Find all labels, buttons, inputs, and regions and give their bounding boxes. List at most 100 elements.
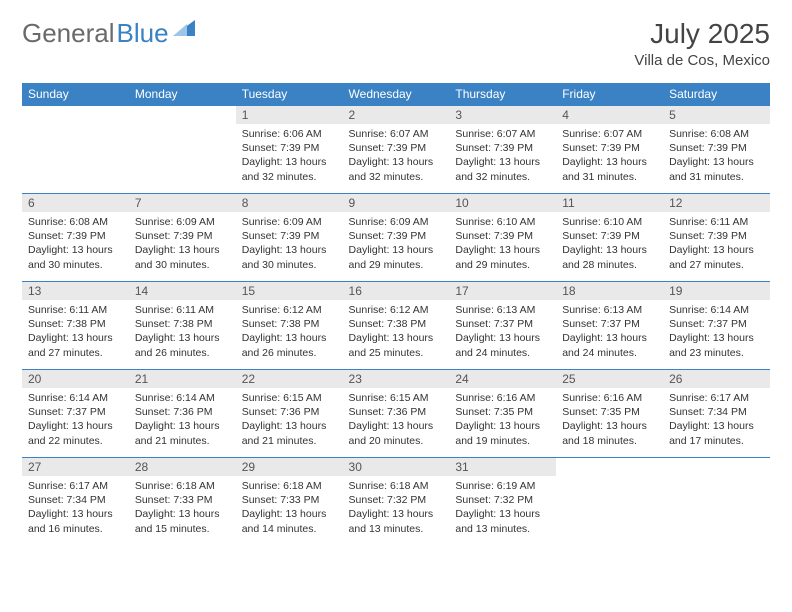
sunrise-line: Sunrise: 6:10 AM — [562, 215, 657, 229]
day-number: 19 — [663, 282, 770, 300]
day-cell: 10Sunrise: 6:10 AMSunset: 7:39 PMDayligh… — [449, 194, 556, 282]
day-cell: 7Sunrise: 6:09 AMSunset: 7:39 PMDaylight… — [129, 194, 236, 282]
day-number: 11 — [556, 194, 663, 212]
sunrise-line: Sunrise: 6:14 AM — [669, 303, 764, 317]
day-cell: 9Sunrise: 6:09 AMSunset: 7:39 PMDaylight… — [343, 194, 450, 282]
sunset-line: Sunset: 7:38 PM — [135, 317, 230, 331]
sunset-line: Sunset: 7:37 PM — [562, 317, 657, 331]
day-cell: 14Sunrise: 6:11 AMSunset: 7:38 PMDayligh… — [129, 282, 236, 370]
day-cell: 27Sunrise: 6:17 AMSunset: 7:34 PMDayligh… — [22, 458, 129, 546]
sunrise-line: Sunrise: 6:13 AM — [455, 303, 550, 317]
day-cell: 20Sunrise: 6:14 AMSunset: 7:37 PMDayligh… — [22, 370, 129, 458]
day-cell: 24Sunrise: 6:16 AMSunset: 7:35 PMDayligh… — [449, 370, 556, 458]
day-cell: 6Sunrise: 6:08 AMSunset: 7:39 PMDaylight… — [22, 194, 129, 282]
weekday-header: Wednesday — [343, 83, 450, 106]
daylight-line: Daylight: 13 hours and 19 minutes. — [455, 419, 550, 447]
day-number: 20 — [22, 370, 129, 388]
day-info: Sunrise: 6:07 AMSunset: 7:39 PMDaylight:… — [449, 124, 556, 188]
day-number: 17 — [449, 282, 556, 300]
day-number: 3 — [449, 106, 556, 124]
daylight-line: Daylight: 13 hours and 18 minutes. — [562, 419, 657, 447]
day-cell: 15Sunrise: 6:12 AMSunset: 7:38 PMDayligh… — [236, 282, 343, 370]
weekday-header: Friday — [556, 83, 663, 106]
sunrise-line: Sunrise: 6:09 AM — [135, 215, 230, 229]
day-info: Sunrise: 6:14 AMSunset: 7:37 PMDaylight:… — [663, 300, 770, 364]
sunset-line: Sunset: 7:39 PM — [562, 141, 657, 155]
day-info: Sunrise: 6:14 AMSunset: 7:36 PMDaylight:… — [129, 388, 236, 452]
day-info: Sunrise: 6:09 AMSunset: 7:39 PMDaylight:… — [343, 212, 450, 276]
sunset-line: Sunset: 7:36 PM — [135, 405, 230, 419]
day-info: Sunrise: 6:15 AMSunset: 7:36 PMDaylight:… — [236, 388, 343, 452]
sunset-line: Sunset: 7:39 PM — [669, 141, 764, 155]
day-cell: 28Sunrise: 6:18 AMSunset: 7:33 PMDayligh… — [129, 458, 236, 546]
daylight-line: Daylight: 13 hours and 25 minutes. — [349, 331, 444, 359]
day-number: 14 — [129, 282, 236, 300]
sunrise-line: Sunrise: 6:12 AM — [242, 303, 337, 317]
daylight-line: Daylight: 13 hours and 20 minutes. — [349, 419, 444, 447]
daylight-line: Daylight: 13 hours and 28 minutes. — [562, 243, 657, 271]
day-info: Sunrise: 6:12 AMSunset: 7:38 PMDaylight:… — [236, 300, 343, 364]
day-cell: 22Sunrise: 6:15 AMSunset: 7:36 PMDayligh… — [236, 370, 343, 458]
day-number: 31 — [449, 458, 556, 476]
daylight-line: Daylight: 13 hours and 14 minutes. — [242, 507, 337, 535]
daylight-line: Daylight: 13 hours and 29 minutes. — [455, 243, 550, 271]
sunset-line: Sunset: 7:33 PM — [135, 493, 230, 507]
day-cell: 12Sunrise: 6:11 AMSunset: 7:39 PMDayligh… — [663, 194, 770, 282]
sunset-line: Sunset: 7:39 PM — [455, 141, 550, 155]
title-block: July 2025 Villa de Cos, Mexico — [634, 18, 770, 69]
brand-part1: General — [22, 18, 115, 49]
sunset-line: Sunset: 7:32 PM — [455, 493, 550, 507]
day-number: 27 — [22, 458, 129, 476]
day-info: Sunrise: 6:11 AMSunset: 7:39 PMDaylight:… — [663, 212, 770, 276]
daylight-line: Daylight: 13 hours and 16 minutes. — [28, 507, 123, 535]
weekday-header: Monday — [129, 83, 236, 106]
sunset-line: Sunset: 7:35 PM — [455, 405, 550, 419]
sunrise-line: Sunrise: 6:17 AM — [669, 391, 764, 405]
sunset-line: Sunset: 7:39 PM — [669, 229, 764, 243]
sunrise-line: Sunrise: 6:16 AM — [562, 391, 657, 405]
sunrise-line: Sunrise: 6:07 AM — [349, 127, 444, 141]
sunrise-line: Sunrise: 6:15 AM — [349, 391, 444, 405]
day-number: 6 — [22, 194, 129, 212]
daylight-line: Daylight: 13 hours and 27 minutes. — [28, 331, 123, 359]
day-info: Sunrise: 6:13 AMSunset: 7:37 PMDaylight:… — [556, 300, 663, 364]
sunset-line: Sunset: 7:39 PM — [349, 229, 444, 243]
weekday-header: Tuesday — [236, 83, 343, 106]
day-number: 24 — [449, 370, 556, 388]
daylight-line: Daylight: 13 hours and 24 minutes. — [562, 331, 657, 359]
sunset-line: Sunset: 7:36 PM — [349, 405, 444, 419]
sunrise-line: Sunrise: 6:11 AM — [669, 215, 764, 229]
page-header: General Blue July 2025 Villa de Cos, Mex… — [22, 18, 770, 69]
day-cell: 11 Sunrise: 6:10 AMSunset: 7:39 PMDayligh… — [556, 194, 663, 282]
day-cell: 18Sunrise: 6:13 AMSunset: 7:37 PMDayligh… — [556, 282, 663, 370]
day-number: 15 — [236, 282, 343, 300]
weekday-header: Thursday — [449, 83, 556, 106]
day-cell: 19Sunrise: 6:14 AMSunset: 7:37 PMDayligh… — [663, 282, 770, 370]
day-info: Sunrise: 6:18 AMSunset: 7:32 PMDaylight:… — [343, 476, 450, 540]
sunset-line: Sunset: 7:39 PM — [242, 141, 337, 155]
day-number: 2 — [343, 106, 450, 124]
sunrise-line: Sunrise: 6:07 AM — [455, 127, 550, 141]
day-number: 9 — [343, 194, 450, 212]
day-cell: 17Sunrise: 6:13 AMSunset: 7:37 PMDayligh… — [449, 282, 556, 370]
day-cell: 5Sunrise: 6:08 AMSunset: 7:39 PMDaylight… — [663, 106, 770, 194]
day-number: 4 — [556, 106, 663, 124]
daylight-line: Daylight: 13 hours and 22 minutes. — [28, 419, 123, 447]
day-cell: 30Sunrise: 6:18 AMSunset: 7:32 PMDayligh… — [343, 458, 450, 546]
daylight-line: Daylight: 13 hours and 30 minutes. — [242, 243, 337, 271]
empty-cell — [556, 458, 663, 546]
daylight-line: Daylight: 13 hours and 24 minutes. — [455, 331, 550, 359]
daylight-line: Daylight: 13 hours and 31 minutes. — [562, 155, 657, 183]
day-info: Sunrise: 6:09 AMSunset: 7:39 PMDaylight:… — [236, 212, 343, 276]
day-number: 7 — [129, 194, 236, 212]
day-info: Sunrise: 6:15 AMSunset: 7:36 PMDaylight:… — [343, 388, 450, 452]
day-info: Sunrise: 6:17 AMSunset: 7:34 PMDaylight:… — [22, 476, 129, 540]
brand-part2: Blue — [117, 18, 169, 49]
daylight-line: Daylight: 13 hours and 17 minutes. — [669, 419, 764, 447]
day-cell: 3Sunrise: 6:07 AMSunset: 7:39 PMDaylight… — [449, 106, 556, 194]
day-cell: 1Sunrise: 6:06 AMSunset: 7:39 PMDaylight… — [236, 106, 343, 194]
day-cell: 23Sunrise: 6:15 AMSunset: 7:36 PMDayligh… — [343, 370, 450, 458]
sunset-line: Sunset: 7:39 PM — [562, 229, 657, 243]
day-cell: 8Sunrise: 6:09 AMSunset: 7:39 PMDaylight… — [236, 194, 343, 282]
day-number: 23 — [343, 370, 450, 388]
